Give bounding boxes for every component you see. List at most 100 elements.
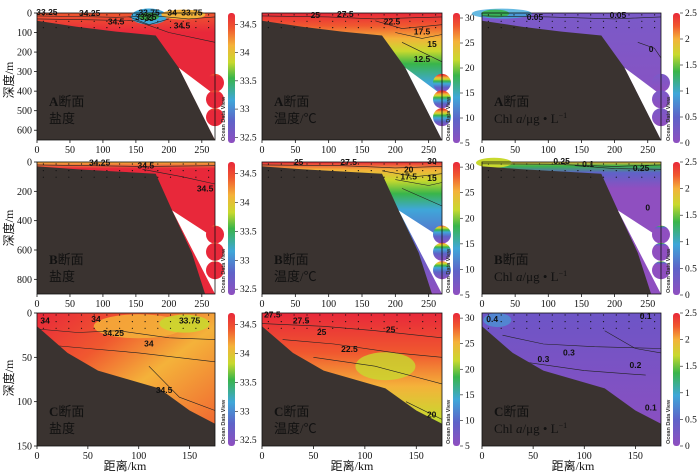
sample-point: [500, 163, 502, 165]
colorbar-tick-label: 0: [685, 139, 690, 149]
sample-point: [306, 27, 308, 29]
panel-title: A断面: [274, 94, 309, 109]
sample-point: [55, 163, 57, 165]
x-tick-label: 250: [640, 145, 655, 156]
sample-point: [195, 176, 197, 178]
sample-point: [80, 176, 83, 178]
panel-title: A断面: [49, 94, 84, 109]
sample-point: [577, 14, 579, 16]
plot-frame: [481, 12, 662, 141]
x-tick-label: 150: [128, 299, 143, 310]
contour-label: 12.5: [414, 54, 431, 64]
sample-point: [538, 176, 541, 178]
sample-point: [182, 163, 184, 165]
sample-point: [131, 163, 133, 165]
sample-point: [435, 14, 437, 16]
sample-point: [208, 327, 210, 329]
colorbar-tick-label: 34: [240, 49, 250, 59]
sample-point: [383, 27, 385, 29]
panel-b-chlorophyll: 0 50 100 150 200 250 0.25 0.1 0.25 0 B断面 Chl a/μg •…: [475, 156, 697, 310]
colorbar-tick-label: 15: [465, 240, 475, 250]
sample-point: [306, 20, 308, 22]
sample-point: [144, 321, 146, 323]
sample-point: [267, 14, 269, 16]
sample-point: [396, 27, 398, 29]
sample-point: [319, 327, 321, 329]
sample-point: [55, 314, 57, 316]
colorbar-ramp: [673, 162, 680, 295]
sample-point: [526, 27, 528, 29]
sample-point: [487, 176, 489, 178]
sample-point: [119, 176, 121, 178]
sample-point: [487, 20, 489, 22]
panel-title: C断面: [49, 404, 84, 419]
sample-point: [602, 27, 605, 29]
x-tick-label: 100: [131, 451, 146, 462]
plot-frame: [36, 312, 216, 447]
sample-point: [409, 176, 411, 178]
x-tick-label: 100: [577, 451, 592, 462]
sample-point: [641, 176, 643, 178]
sample-point: [526, 170, 528, 172]
contour-label: 25: [311, 10, 321, 20]
contour-label: 22.5: [384, 17, 401, 27]
sample-point: [551, 321, 553, 323]
contour-line: [148, 365, 216, 411]
sample-point: [131, 176, 133, 178]
sample-point: [615, 163, 617, 165]
sample-point: [106, 327, 108, 329]
contour-line: [574, 165, 662, 170]
sample-point: [615, 20, 617, 22]
sample-point: [55, 27, 57, 29]
contour-label: 33.25: [36, 7, 58, 17]
colorbar-tick-label: 1: [685, 87, 690, 97]
x-tick-label: 150: [409, 451, 424, 462]
sample-point: [357, 327, 359, 329]
colorbar-tick-label: 2: [685, 336, 690, 346]
sample-point: [42, 14, 45, 16]
sample-point: [280, 314, 282, 316]
colorbar-tick-label: 20: [465, 214, 475, 224]
contour-label: 33: [144, 13, 154, 23]
sample-point: [422, 163, 424, 165]
sample-point: [513, 321, 515, 323]
panel-title: B断面: [274, 252, 309, 267]
colorbar-tick-label: 25: [465, 340, 475, 350]
colorbar-tick-label: 10: [465, 416, 475, 426]
sample-point: [93, 170, 95, 172]
colorbar-tick-label: 34.5: [240, 20, 257, 30]
sample-point: [435, 176, 437, 178]
sample-point: [602, 163, 605, 165]
colorbar-ramp: [228, 13, 235, 143]
contour-label: 0.2: [629, 360, 641, 370]
contour-label: 33.75: [181, 7, 203, 17]
y-tick-label: 100: [17, 397, 32, 408]
sample-point: [383, 20, 385, 22]
sample-point: [208, 314, 210, 316]
sample-point: [590, 176, 592, 178]
plot-frame: [481, 312, 662, 447]
sample-point: [293, 327, 295, 329]
contour-line: [36, 343, 216, 363]
contour-line: [381, 170, 443, 178]
colorbar-ramp: [673, 13, 680, 143]
sample-point: [182, 27, 184, 29]
sample-point: [538, 170, 541, 172]
sample-point: [500, 14, 502, 16]
colorbar-tick-label: 2.5: [685, 158, 697, 168]
colorbar-ramp: [453, 313, 460, 446]
sample-point: [577, 327, 579, 329]
sample-point: [208, 163, 210, 165]
sample-point: [169, 27, 172, 29]
sample-point: [409, 14, 411, 16]
colorbar: 30 25 20 15 10 5: [453, 13, 475, 149]
sample-point: [641, 170, 643, 172]
panel-a-temperature: 0 50 100 150 200 250 25 27.5 22.5 17.5 12.5 15 A断面温度…: [260, 9, 475, 156]
sample-point: [306, 321, 308, 323]
seabed: [482, 326, 661, 446]
sample-point: [396, 321, 398, 323]
sample-point: [280, 321, 282, 323]
contour-label: 0.4: [486, 314, 498, 324]
contour-label: 25: [294, 157, 304, 167]
